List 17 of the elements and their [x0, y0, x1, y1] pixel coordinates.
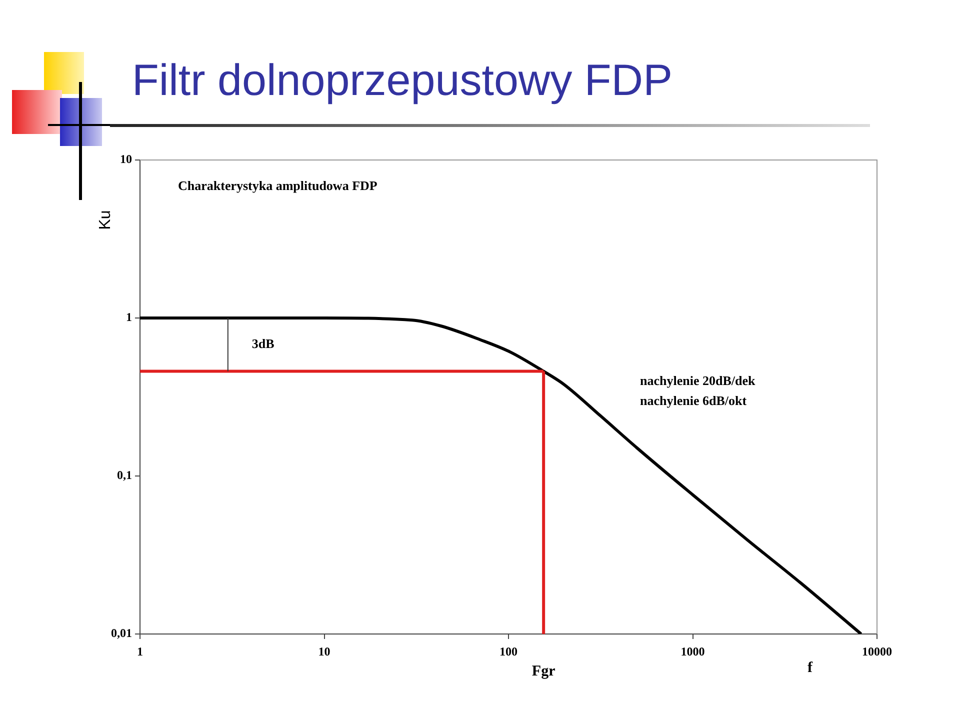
x-tick-label: 100: [500, 644, 518, 658]
x-tick-label: 10000: [862, 644, 892, 658]
y-axis-title: Ku: [97, 210, 114, 230]
ref-line-label: 3dB: [252, 336, 275, 351]
chart-title: Filtr dolnoprzepustowy FDP: [132, 56, 672, 106]
x-axis-title: f: [808, 660, 814, 676]
y-tick-label: 10: [120, 152, 132, 166]
y-tick-label: 0,01: [111, 626, 132, 640]
annotation: nachylenie 6dB/okt: [640, 393, 748, 408]
text: Charakterystyka amplitudowa FDP: [178, 178, 378, 193]
annotation: nachylenie 20dB/dek: [640, 373, 756, 388]
x-tick-label: 1: [137, 644, 143, 658]
x-tick-label: 10: [318, 644, 330, 658]
x-tick-label: 1000: [680, 644, 705, 658]
y-tick-label: 0,1: [117, 468, 132, 482]
y-tick-label: 1: [126, 310, 132, 324]
ref-line-label: Fgr: [532, 663, 556, 680]
